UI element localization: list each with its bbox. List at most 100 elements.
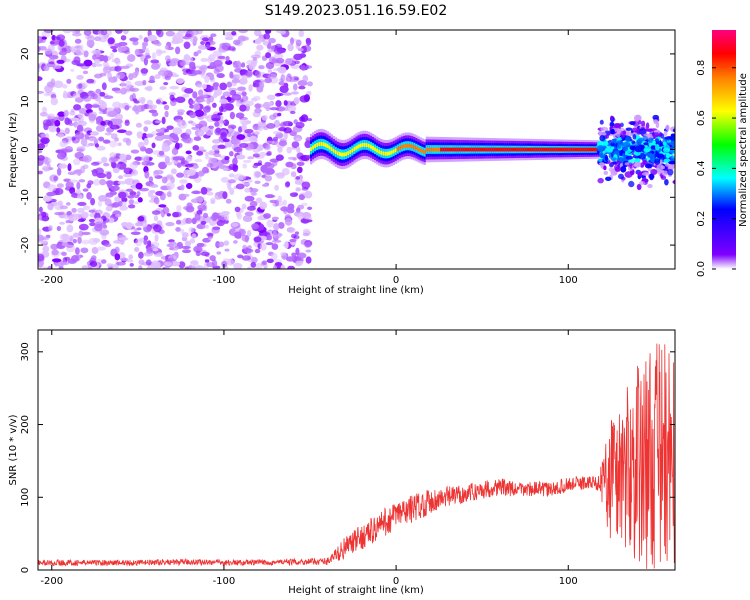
broad-band-blob bbox=[645, 128, 654, 132]
noise-blob bbox=[271, 243, 279, 250]
noise-blob bbox=[277, 232, 283, 237]
noise-blob bbox=[114, 43, 122, 48]
broad-band-blob bbox=[663, 130, 668, 136]
noise-blob bbox=[44, 84, 53, 93]
band-core bbox=[460, 147, 464, 152]
band-core bbox=[409, 144, 412, 148]
band-core bbox=[347, 151, 350, 156]
noise-blob bbox=[109, 152, 117, 158]
noise-blob bbox=[297, 213, 304, 220]
noise-blob bbox=[283, 82, 289, 89]
noise-blob bbox=[215, 192, 223, 196]
noise-blob bbox=[38, 206, 43, 213]
band-core bbox=[334, 150, 338, 155]
band-core bbox=[487, 147, 490, 152]
noise-blob bbox=[304, 140, 312, 149]
noise-blob bbox=[95, 125, 105, 132]
broad-band-blob bbox=[629, 121, 636, 126]
band-core bbox=[564, 147, 567, 152]
noise-blob bbox=[56, 183, 64, 188]
broad-band-blob bbox=[664, 136, 671, 140]
noise-blob bbox=[204, 75, 210, 84]
noise-blob bbox=[95, 88, 102, 94]
noise-blob bbox=[279, 30, 287, 35]
noise-blob bbox=[295, 260, 304, 265]
noise-blob bbox=[244, 182, 251, 186]
noise-blob bbox=[244, 211, 254, 217]
noise-blob bbox=[189, 104, 195, 109]
band-core bbox=[481, 147, 484, 152]
band-core bbox=[419, 148, 422, 153]
noise-blob bbox=[56, 34, 66, 41]
noise-blob bbox=[54, 262, 59, 267]
broad-band-blob bbox=[637, 171, 644, 177]
noise-blob bbox=[134, 222, 143, 227]
noise-blob bbox=[128, 199, 135, 205]
broad-band-blob bbox=[652, 114, 660, 120]
broad-band-blob bbox=[599, 162, 605, 166]
noise-blob bbox=[57, 133, 65, 138]
noise-blob bbox=[184, 266, 190, 269]
noise-blob bbox=[138, 259, 145, 266]
band-core bbox=[518, 147, 521, 152]
noise-blob bbox=[197, 49, 202, 54]
noise-blob bbox=[108, 156, 119, 164]
noise-blob bbox=[257, 144, 264, 152]
noise-blob bbox=[138, 251, 144, 259]
noise-blob bbox=[90, 161, 100, 166]
band-core bbox=[324, 143, 327, 147]
noise-blob bbox=[77, 201, 87, 207]
noise-blob bbox=[201, 37, 209, 42]
noise-blob bbox=[141, 222, 148, 228]
noise-blob bbox=[291, 141, 300, 148]
noise-blob bbox=[179, 59, 186, 67]
noise-blob bbox=[38, 143, 46, 150]
noise-blob bbox=[42, 195, 52, 202]
broad-band-blob bbox=[625, 155, 633, 160]
noise-blob bbox=[277, 112, 282, 117]
noise-blob bbox=[261, 260, 267, 266]
noise-blob bbox=[162, 134, 172, 140]
noise-blob bbox=[71, 136, 76, 141]
noise-blob bbox=[151, 210, 161, 215]
noise-blob bbox=[194, 158, 203, 163]
noise-blob bbox=[111, 161, 117, 169]
broad-band-blob bbox=[610, 128, 615, 135]
noise-blob bbox=[221, 211, 230, 215]
noise-blob bbox=[144, 170, 150, 179]
noise-blob bbox=[264, 161, 272, 167]
noise-blob bbox=[133, 201, 140, 205]
spectrogram-x-tick-label: -100 bbox=[213, 275, 236, 286]
broad-band-blob bbox=[670, 133, 675, 137]
noise-blob bbox=[57, 111, 66, 117]
noise-blob bbox=[237, 254, 244, 259]
noise-blob bbox=[277, 221, 285, 229]
band-core bbox=[555, 147, 559, 152]
noise-blob bbox=[168, 241, 177, 246]
noise-blob bbox=[145, 147, 154, 155]
snr-line bbox=[38, 343, 675, 569]
noise-blob bbox=[123, 167, 133, 175]
noise-blob bbox=[151, 111, 159, 117]
broad-band-blob bbox=[652, 140, 656, 144]
noise-blob bbox=[236, 73, 242, 79]
noise-blob bbox=[150, 59, 160, 64]
noise-blob bbox=[40, 133, 47, 138]
noise-blob bbox=[296, 146, 301, 153]
band-core bbox=[405, 143, 408, 148]
noise-blob bbox=[147, 240, 152, 247]
noise-blob bbox=[69, 187, 76, 195]
broad-band-blob bbox=[615, 132, 621, 138]
noise-blob bbox=[188, 175, 197, 179]
noise-blob bbox=[139, 187, 150, 192]
noise-blob bbox=[242, 163, 248, 169]
broad-band-blob bbox=[610, 142, 616, 147]
noise-blob bbox=[76, 74, 84, 80]
snr-x-ticks: -200 -100 0 100 bbox=[40, 330, 578, 587]
noise-blob bbox=[285, 181, 291, 187]
noise-blob bbox=[206, 97, 211, 105]
spectrogram-y-tick-label: 10 bbox=[20, 95, 31, 108]
noise-blob bbox=[48, 225, 53, 232]
noise-blob bbox=[254, 70, 261, 78]
noise-blob bbox=[174, 119, 181, 123]
